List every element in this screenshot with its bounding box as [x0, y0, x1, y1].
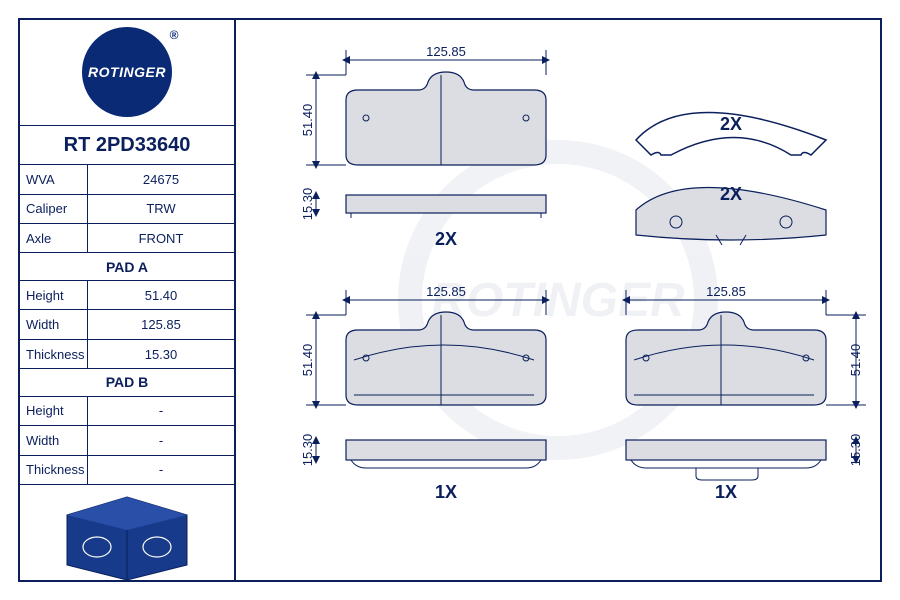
- spec-val: 24675: [88, 165, 234, 193]
- spec-key: Width: [20, 310, 88, 338]
- spec-val: FRONT: [88, 224, 234, 252]
- bottom-left-profile: [346, 440, 546, 468]
- spec-key: Thickness: [20, 456, 88, 484]
- qty-label: 1X: [715, 482, 737, 502]
- brand-logo: ROTINGER: [20, 20, 234, 126]
- spec-key: Caliper: [20, 195, 88, 223]
- spec-row: WVA 24675: [20, 165, 234, 194]
- spec-key: WVA: [20, 165, 88, 193]
- product-box-art: [20, 485, 234, 580]
- qty-label: 2X: [720, 184, 742, 204]
- bottom-right-pad: [626, 312, 826, 405]
- technical-diagram: 125.85 51.40 15.30 2X 2X: [236, 20, 880, 580]
- spec-val: 125.85: [88, 310, 234, 338]
- dim-height: 51.40: [300, 104, 315, 137]
- spec-val: -: [88, 426, 234, 454]
- spec-val: -: [88, 456, 234, 484]
- spec-row: Thickness -: [20, 456, 234, 485]
- dim-height: 51.40: [848, 344, 863, 377]
- spec-key: Thickness: [20, 340, 88, 368]
- dim-width: 125.85: [426, 284, 466, 299]
- dim-width: 125.85: [426, 44, 466, 59]
- pad-a-header: PAD A: [20, 253, 234, 280]
- spec-val: TRW: [88, 195, 234, 223]
- brand-name: ROTINGER: [88, 64, 166, 80]
- spec-row: Thickness 15.30: [20, 340, 234, 369]
- dim-thickness: 15.30: [300, 188, 315, 221]
- spec-row: Width 125.85: [20, 310, 234, 339]
- spec-row: Width -: [20, 426, 234, 455]
- spec-key: Height: [20, 397, 88, 425]
- spec-row: Axle FRONT: [20, 224, 234, 253]
- part-number: RT 2PD33640: [20, 126, 234, 165]
- qty-label: 1X: [435, 482, 457, 502]
- dim-thickness: 15.30: [848, 434, 863, 467]
- qty-label: 2X: [720, 114, 742, 134]
- spec-key: Width: [20, 426, 88, 454]
- spec-val: -: [88, 397, 234, 425]
- dim-thickness: 15.30: [300, 434, 315, 467]
- dim-width: 125.85: [706, 284, 746, 299]
- spec-val: 51.40: [88, 281, 234, 309]
- top-pad: [346, 72, 546, 165]
- bottom-right-profile: [626, 440, 826, 480]
- dim-height: 51.40: [300, 344, 315, 377]
- bottom-left-pad: [346, 312, 546, 405]
- spec-row: Height 51.40: [20, 281, 234, 310]
- pad-b-header: PAD B: [20, 369, 234, 396]
- qty-label: 2X: [435, 229, 457, 249]
- spec-key: Height: [20, 281, 88, 309]
- spec-key: Axle: [20, 224, 88, 252]
- spec-row: Caliper TRW: [20, 195, 234, 224]
- spec-row: Height -: [20, 397, 234, 426]
- spec-val: 15.30: [88, 340, 234, 368]
